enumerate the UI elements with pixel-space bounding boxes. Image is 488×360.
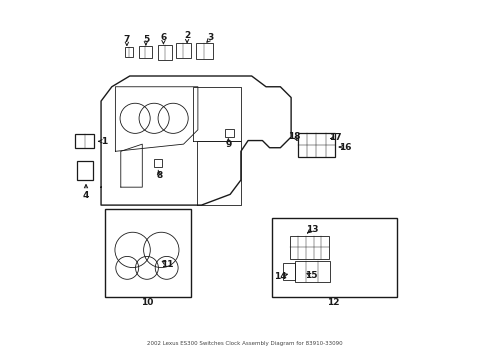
- Text: 12: 12: [326, 298, 339, 307]
- Bar: [175, 43, 190, 58]
- Bar: [77, 161, 93, 180]
- Text: 11: 11: [161, 260, 173, 269]
- Text: 3: 3: [207, 33, 213, 42]
- Text: 7: 7: [123, 35, 130, 44]
- Text: 1: 1: [101, 137, 107, 146]
- Bar: [75, 134, 94, 148]
- Bar: [104, 209, 190, 297]
- Text: 18: 18: [288, 132, 300, 141]
- Text: 13: 13: [305, 225, 318, 234]
- Text: 2002 Lexus ES300 Switches Clock Assembly Diagram for 83910-33090: 2002 Lexus ES300 Switches Clock Assembly…: [146, 341, 342, 346]
- Text: 17: 17: [328, 133, 341, 142]
- Bar: [125, 47, 133, 57]
- Text: 9: 9: [224, 140, 231, 149]
- Bar: [154, 159, 162, 167]
- Text: 14: 14: [273, 271, 286, 280]
- Bar: [196, 43, 212, 59]
- Text: 10: 10: [141, 298, 153, 307]
- Bar: [158, 45, 172, 60]
- Bar: [290, 235, 328, 259]
- Text: 5: 5: [142, 35, 149, 44]
- Bar: [294, 261, 329, 282]
- Text: 15: 15: [305, 271, 317, 280]
- Text: 2: 2: [183, 31, 190, 40]
- Bar: [272, 218, 396, 297]
- Text: 16: 16: [338, 143, 350, 152]
- Bar: [139, 46, 151, 58]
- Text: 4: 4: [82, 190, 89, 199]
- Bar: [297, 134, 335, 157]
- Text: 8: 8: [156, 171, 162, 180]
- Bar: [283, 263, 294, 280]
- Bar: [224, 129, 234, 137]
- Text: 6: 6: [160, 33, 166, 42]
